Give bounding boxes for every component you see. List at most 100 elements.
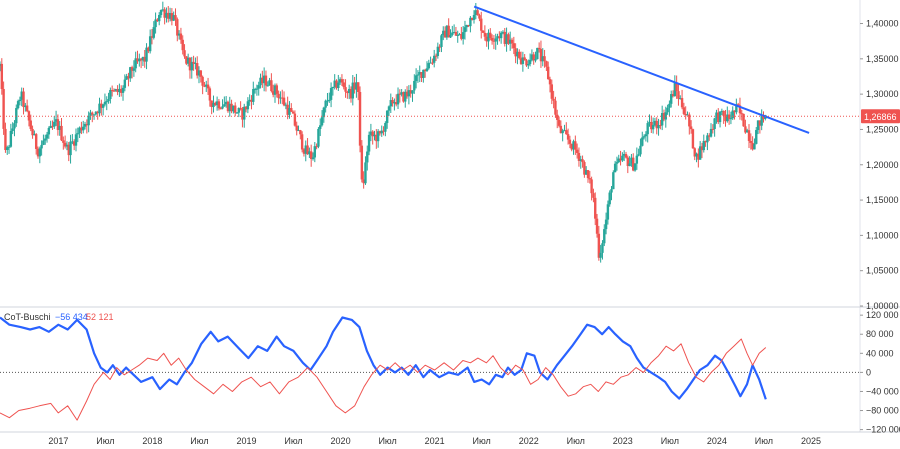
candle-body — [474, 10, 478, 15]
candle-body — [438, 46, 441, 48]
candle — [463, 20, 467, 40]
candle — [391, 97, 394, 107]
candle — [116, 85, 119, 96]
candle-body — [125, 76, 128, 80]
candle-body — [286, 104, 289, 115]
candle — [279, 91, 282, 104]
candle — [186, 53, 190, 67]
candle — [581, 155, 584, 168]
candle — [376, 129, 380, 148]
candle-body — [760, 115, 763, 126]
candle — [317, 127, 320, 149]
price-axis-tick-label: 1,15000 — [866, 195, 899, 205]
candle — [16, 99, 20, 110]
candle — [452, 24, 456, 34]
candle-body — [599, 252, 602, 258]
candle — [717, 108, 720, 125]
candle-body — [313, 146, 317, 158]
candle-body — [333, 80, 336, 87]
candle — [241, 106, 244, 128]
candle — [320, 110, 324, 127]
candle — [167, 6, 170, 23]
candle — [586, 170, 590, 183]
candle — [698, 141, 702, 160]
candle-body — [521, 57, 525, 64]
candle — [257, 81, 260, 96]
candle-body — [657, 125, 660, 129]
candle — [389, 93, 392, 113]
candle — [132, 60, 136, 77]
candle-body — [597, 233, 601, 258]
candle — [608, 190, 611, 207]
candle-body — [738, 105, 742, 114]
candle — [76, 127, 79, 143]
candle — [619, 150, 622, 166]
candle — [666, 104, 669, 115]
price-axis-tick-label: 1,30000 — [866, 89, 899, 99]
candle — [760, 109, 763, 131]
candle — [107, 92, 110, 104]
candle — [588, 170, 592, 184]
candle — [150, 29, 154, 45]
candle-body — [42, 140, 45, 145]
candle — [606, 200, 610, 225]
time-axis-tick-label: 2020 — [331, 436, 351, 446]
candle — [161, 1, 165, 12]
candle — [183, 44, 186, 59]
candle-body — [192, 61, 195, 64]
candle-body — [387, 106, 391, 111]
candle — [434, 53, 438, 61]
candle-body — [405, 91, 409, 97]
candle — [91, 111, 94, 123]
candle — [708, 133, 711, 141]
candle — [594, 192, 597, 226]
candle-body — [92, 114, 96, 116]
candle — [237, 107, 241, 118]
time-axis-tick-label: 2021 — [425, 436, 445, 446]
candle — [244, 106, 248, 113]
candle — [176, 17, 179, 42]
candle-body — [158, 15, 161, 22]
candle — [595, 213, 599, 238]
candle — [309, 144, 313, 167]
candle-body — [96, 111, 99, 114]
candle — [550, 79, 554, 105]
candle-body — [709, 128, 713, 137]
candle-body — [700, 146, 704, 151]
candle — [449, 29, 452, 38]
candle-body — [447, 25, 450, 38]
candle-body — [2, 89, 5, 129]
candle-body — [445, 25, 449, 38]
candle-body — [139, 58, 143, 61]
candle — [62, 136, 65, 150]
candle — [295, 121, 298, 136]
candle — [700, 142, 704, 159]
candle-body — [646, 123, 649, 135]
candle-body — [664, 112, 667, 120]
candle-body — [463, 27, 467, 33]
candle-body — [45, 134, 49, 139]
candle-body — [331, 86, 335, 89]
candle-body — [420, 72, 423, 78]
candle-body — [715, 112, 718, 119]
candle — [98, 97, 101, 117]
candle — [675, 75, 678, 99]
candle-body — [188, 57, 192, 71]
candle-body — [346, 91, 349, 94]
candle — [125, 73, 128, 80]
candle-body — [206, 84, 210, 89]
candle-body — [355, 82, 358, 90]
time-axis-tick-label: Июл — [284, 436, 302, 446]
candle — [67, 142, 70, 162]
candle — [15, 104, 18, 127]
candle — [112, 88, 116, 92]
candle — [758, 120, 762, 134]
candle-body — [129, 67, 132, 79]
candle — [440, 33, 443, 53]
candle-body — [299, 130, 302, 135]
candle-body — [63, 142, 67, 147]
candle — [525, 58, 528, 67]
candle-body — [91, 112, 94, 115]
candle-body — [94, 111, 98, 115]
candle-body — [147, 47, 150, 52]
